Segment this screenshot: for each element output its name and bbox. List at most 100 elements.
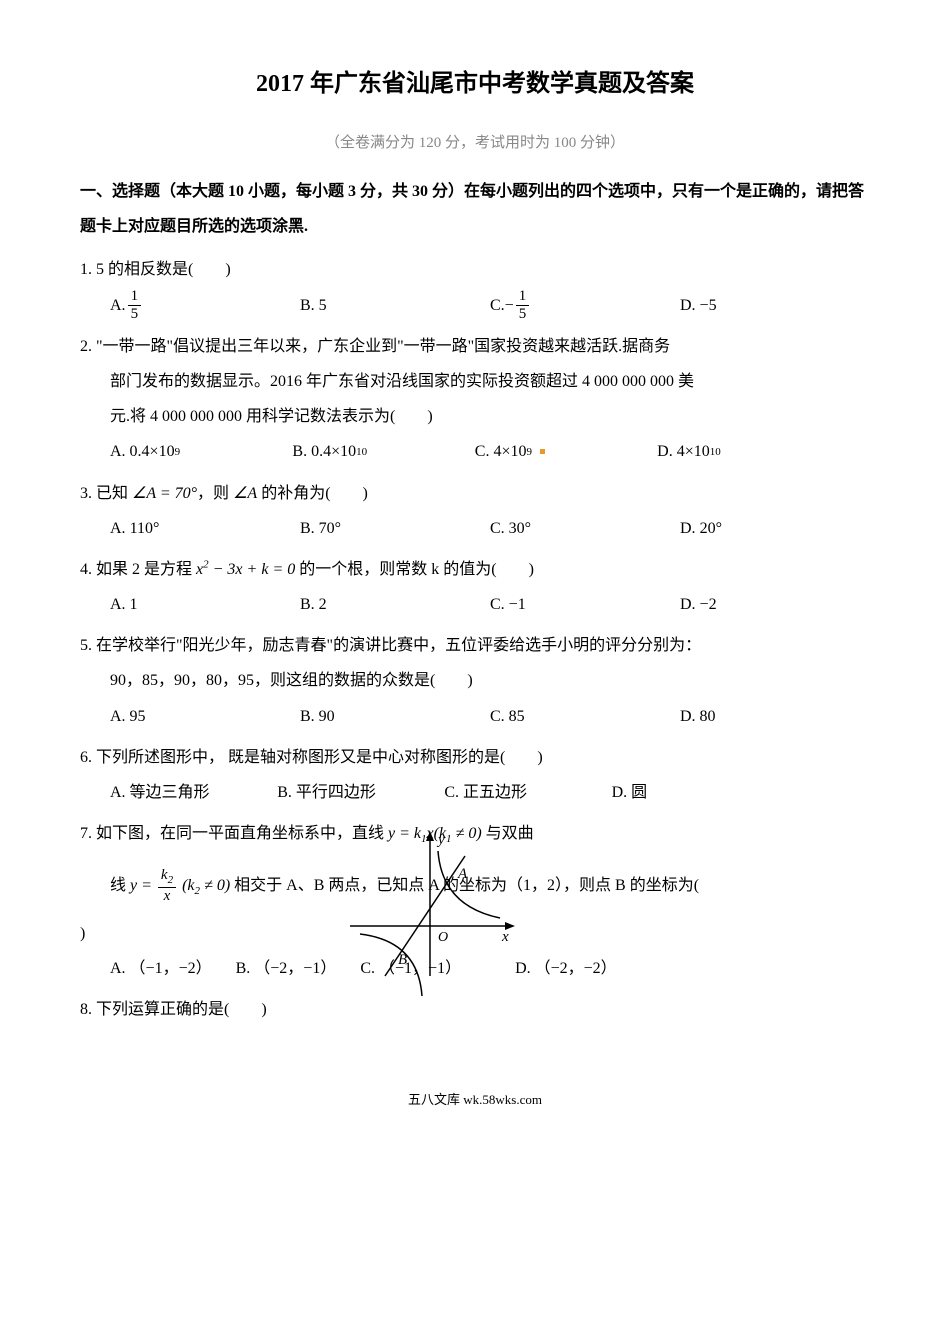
q6-option-c: C. 正五边形 <box>444 775 611 810</box>
q5-options: A. 95 B. 90 C. 85 D. 80 <box>80 699 870 734</box>
q1-a-label: A. <box>110 288 126 323</box>
q7-eq2-paren: (k <box>182 877 194 894</box>
question-2: 2. "一带一路"倡议提出三年以来，广东企业到"一带一路"国家投资越来越活跃.据… <box>80 329 870 470</box>
q2-b-base: 10 <box>340 434 356 469</box>
q2-d-base: 10 <box>694 434 710 469</box>
q2-option-d: D. 4×1010 <box>657 434 870 469</box>
q3-prefix: 3. 已知 <box>80 485 132 502</box>
denominator: x <box>161 888 174 904</box>
q2-b-exp: 10 <box>356 440 367 464</box>
q3-option-c: C. 30° <box>490 511 680 546</box>
q4-suffix: 的一个根，则常数 k 的值为( ) <box>295 561 534 578</box>
q4-prefix: 4. 如果 2 是方程 <box>80 561 196 578</box>
x-label: x <box>501 929 509 945</box>
q3-c-label: C. <box>490 511 505 546</box>
q2-option-a: A. 0.4×109 <box>110 434 292 469</box>
q5-line1: 5. 在学校举行"阳光少年，励志青春"的演讲比赛中，五位评委给选手小明的评分分别… <box>80 628 870 663</box>
q7-eq2: y = k2 x (k2 ≠ 0) <box>130 877 234 894</box>
q2-b-prefix: B. 0.4× <box>292 434 340 469</box>
q3-option-a: A. 110° <box>110 511 300 546</box>
q5-option-d: D. 80 <box>680 699 870 734</box>
q7-answer-row: A. （−1，−2） B. （−2，−1） C. （−1，−1） <box>80 951 870 986</box>
q1-text: 1. 5 的相反数是( ) <box>80 252 870 287</box>
q2-d-exp: 10 <box>710 440 721 464</box>
q3-d-val: 20° <box>700 511 722 546</box>
q6-option-d: D. 圆 <box>612 775 779 810</box>
q2-a-exp: 9 <box>175 440 181 464</box>
page-title: 2017 年广东省汕尾市中考数学真题及答案 <box>80 60 870 108</box>
numerator: 1 <box>128 289 142 306</box>
q8-text: 8. 下列运算正确的是( ) <box>80 992 870 1027</box>
q7-option-a: A. （−1，−2） <box>110 951 212 986</box>
q6-option-b: B. 平行四边形 <box>277 775 444 810</box>
q3-text: 3. 已知 ∠A = 70°，则 ∠A 的补角为( ) <box>80 476 870 511</box>
q1-options: A. 1 5 B. 5 C. − 1 5 D. −5 <box>80 288 870 323</box>
q1-option-c: C. − 1 5 <box>490 288 680 323</box>
numerator: k2 <box>158 868 176 888</box>
denominator: 5 <box>128 306 142 322</box>
q4-option-b: B. 2 <box>300 587 490 622</box>
q3-mid: ，则 <box>197 485 233 502</box>
q7-option-c: C. （−1，−1） <box>360 951 461 986</box>
q6-option-a: A. 等边三角形 <box>110 775 277 810</box>
q7-eq2-ksub: 2 <box>168 874 174 886</box>
q4-option-c: C. −1 <box>490 587 680 622</box>
question-5: 5. 在学校举行"阳光少年，励志青春"的演讲比赛中，五位评委给选手小明的评分分别… <box>80 628 870 734</box>
q4-option-d: D. −2 <box>680 587 870 622</box>
q2-c-exp: 9 <box>526 440 532 464</box>
q2-a-prefix: A. 0.4× <box>110 434 159 469</box>
q1-option-b: B. 5 <box>300 288 490 323</box>
fraction: 1 5 <box>128 289 142 322</box>
denominator: 5 <box>516 306 530 322</box>
q2-line2: 部门发布的数据显示。2016 年广东省对沿线国家的实际投资额超过 4 000 0… <box>80 364 870 399</box>
q2-c-prefix: C. 4× <box>475 434 511 469</box>
q1-option-d: D. −5 <box>680 288 870 323</box>
q7-eq2-k: k <box>161 867 168 883</box>
q6-options: A. 等边三角形 B. 平行四边形 C. 正五边形 D. 圆 <box>80 775 870 810</box>
q7-l2-prefix: 线 <box>110 877 130 894</box>
q3-d-label: D. <box>680 511 696 546</box>
question-3: 3. 已知 ∠A = 70°，则 ∠A 的补角为( ) A. 110° B. 7… <box>80 476 870 546</box>
q3-a-label: A. <box>110 511 126 546</box>
q6-text: 6. 下列所述图形中， 既是轴对称图形又是中心对称图形的是( ) <box>80 740 870 775</box>
q2-option-b: B. 0.4×1010 <box>292 434 474 469</box>
question-7: 7. 如下图，在同一平面直角坐标系中，直线 y = k1x(k1 ≠ 0) 与双… <box>80 816 870 986</box>
A-label: A <box>457 866 468 882</box>
q7-c-wrap: C. （−1，−1） <box>360 951 461 986</box>
O-label: O <box>438 930 448 945</box>
q4-text: 4. 如果 2 是方程 x2 − 3x + k = 0 的一个根，则常数 k 的… <box>80 552 870 587</box>
coordinate-graph: y x A B O <box>330 826 530 986</box>
hyperbola-q1 <box>438 851 500 918</box>
hyperbola-q3 <box>360 934 422 996</box>
q4-option-a: A. 1 <box>110 587 300 622</box>
fraction: 1 5 <box>516 289 530 322</box>
q3-angle2: ∠A <box>233 485 257 502</box>
q1-option-a: A. 1 5 <box>110 288 300 323</box>
q4-options: A. 1 B. 2 C. −1 D. −2 <box>80 587 870 622</box>
q2-a-base: 10 <box>159 434 175 469</box>
q2-line3: 元.将 4 000 000 000 用科学记数法表示为( ) <box>80 399 870 434</box>
page-subtitle: （全卷满分为 120 分，考试用时为 100 分钟） <box>80 128 870 158</box>
q2-option-c: C. 4×109 <box>475 434 657 469</box>
q3-b-val: 70° <box>319 511 341 546</box>
line-graph <box>385 856 465 976</box>
page-footer: 五八文库 wk.58wks.com <box>80 1087 870 1113</box>
q7-option-b: B. （−2，−1） <box>236 951 337 986</box>
q7-eq2-y: y = <box>130 877 156 894</box>
q5-option-a: A. 95 <box>110 699 300 734</box>
question-1: 1. 5 的相反数是( ) A. 1 5 B. 5 C. − 1 5 D. −5 <box>80 252 870 322</box>
marker-dot <box>540 449 545 454</box>
B-label: B <box>398 952 407 968</box>
q1-c-neg: − <box>505 288 514 323</box>
q3-option-d: D. 20° <box>680 511 870 546</box>
q3-suffix: 的补角为( ) <box>257 485 368 502</box>
q2-line1: 2. "一带一路"倡议提出三年以来，广东企业到"一带一路"国家投资越来越活跃.据… <box>80 329 870 364</box>
q3-a-val: 110° <box>130 511 160 546</box>
q7-graph: y x A B O <box>330 826 530 986</box>
q4-eq: x2 − 3x + k = 0 <box>196 561 295 578</box>
fraction: k2 x <box>158 868 176 904</box>
numerator: 1 <box>516 289 530 306</box>
q5-line2: 90，85，90，80，95，则这组的数据的众数是( ) <box>80 663 870 698</box>
question-8: 8. 下列运算正确的是( ) <box>80 992 870 1027</box>
question-4: 4. 如果 2 是方程 x2 − 3x + k = 0 的一个根，则常数 k 的… <box>80 552 870 622</box>
